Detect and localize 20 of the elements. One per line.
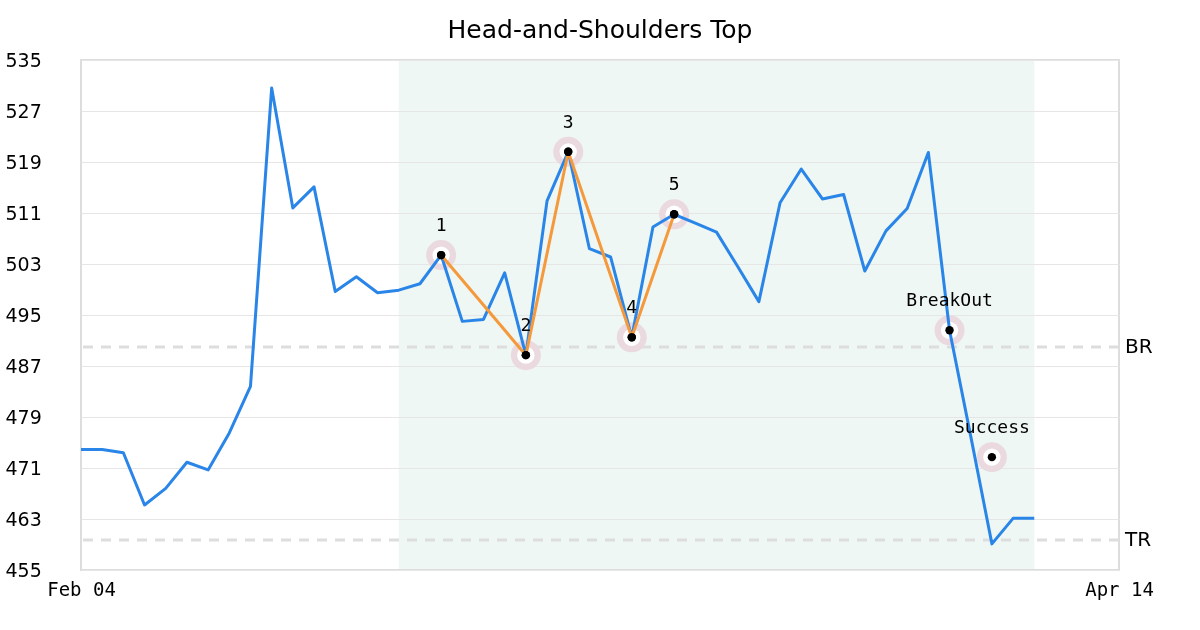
- series-label: 3: [562, 110, 574, 132]
- series-label: 1: [435, 214, 447, 236]
- x-tick-label: Apr 14: [1085, 577, 1154, 600]
- y-tick-label: 495: [5, 303, 42, 326]
- y-tick-label: 511: [5, 201, 42, 224]
- y-tick-label: 455: [5, 558, 42, 581]
- y-tick-label: 535: [5, 48, 42, 71]
- ref-line-label: TR: [1124, 527, 1152, 552]
- x-tick-label: Feb 04: [47, 577, 116, 600]
- y-tick-label: 527: [5, 99, 42, 122]
- series-label: 4: [626, 296, 638, 318]
- y-tick-label: 503: [5, 252, 42, 275]
- ref-line-label: BR: [1125, 333, 1153, 358]
- y-tick-label: 471: [5, 456, 42, 479]
- y-tick-label: 463: [5, 507, 42, 530]
- series-label: 5: [668, 173, 680, 195]
- y-tick-label: 519: [5, 150, 42, 173]
- y-tick-label: 487: [5, 354, 42, 377]
- y-tick-label: 479: [5, 405, 42, 428]
- chart-title: Head-and-Shoulders Top: [447, 15, 753, 44]
